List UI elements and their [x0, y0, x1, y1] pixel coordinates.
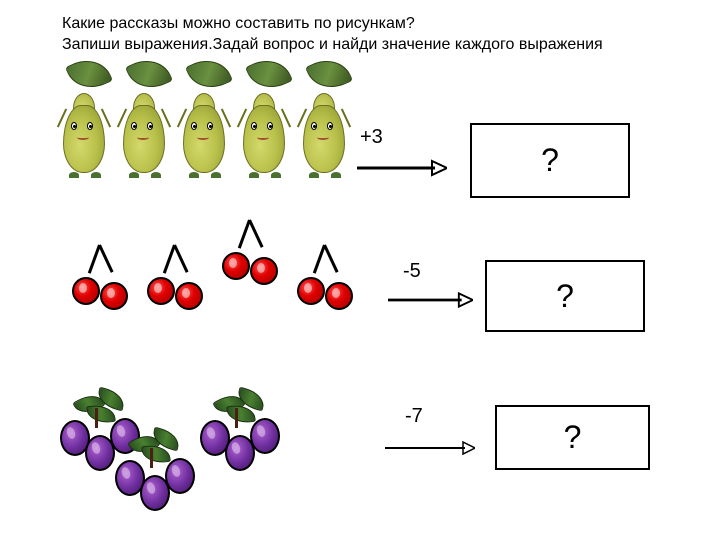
pear-icon [295, 58, 353, 178]
answer-box[interactable]: ? [495, 405, 650, 470]
answer-placeholder: ? [556, 278, 574, 315]
problem-row-pears: +3 ? [0, 58, 720, 208]
answer-box[interactable]: ? [470, 123, 630, 198]
answer-placeholder: ? [541, 142, 559, 179]
cherry-group [70, 245, 355, 315]
pear-group [55, 58, 353, 178]
answer-box[interactable]: ? [485, 260, 645, 332]
operation-label: +3 [360, 126, 383, 149]
cherry-pair-icon [295, 245, 355, 315]
instructions: Какие рассказы можно составить по рисунк… [62, 14, 603, 56]
cherry-pair-icon [220, 220, 280, 290]
pear-icon [55, 58, 113, 178]
cherry-pair-icon [70, 245, 130, 315]
instruction-line-1: Какие рассказы можно составить по рисунк… [62, 14, 603, 35]
operation-label: -7 [405, 405, 423, 428]
problem-row-cherries: -5 ? [0, 230, 720, 380]
arrow-icon [385, 433, 475, 463]
answer-placeholder: ? [564, 419, 582, 456]
arrow-icon [388, 285, 473, 315]
pear-icon [115, 58, 173, 178]
plum-bunch-icon [195, 390, 295, 475]
operation-label: -5 [403, 260, 421, 283]
arrow-icon [357, 153, 447, 183]
problem-row-plums: -7 ? [0, 395, 720, 545]
pear-icon [235, 58, 293, 178]
pear-icon [175, 58, 233, 178]
cherry-pair-icon [145, 245, 205, 315]
plum-group [55, 390, 365, 475]
instruction-line-2: Запиши выражения.Задай вопрос и найди зн… [62, 35, 603, 56]
